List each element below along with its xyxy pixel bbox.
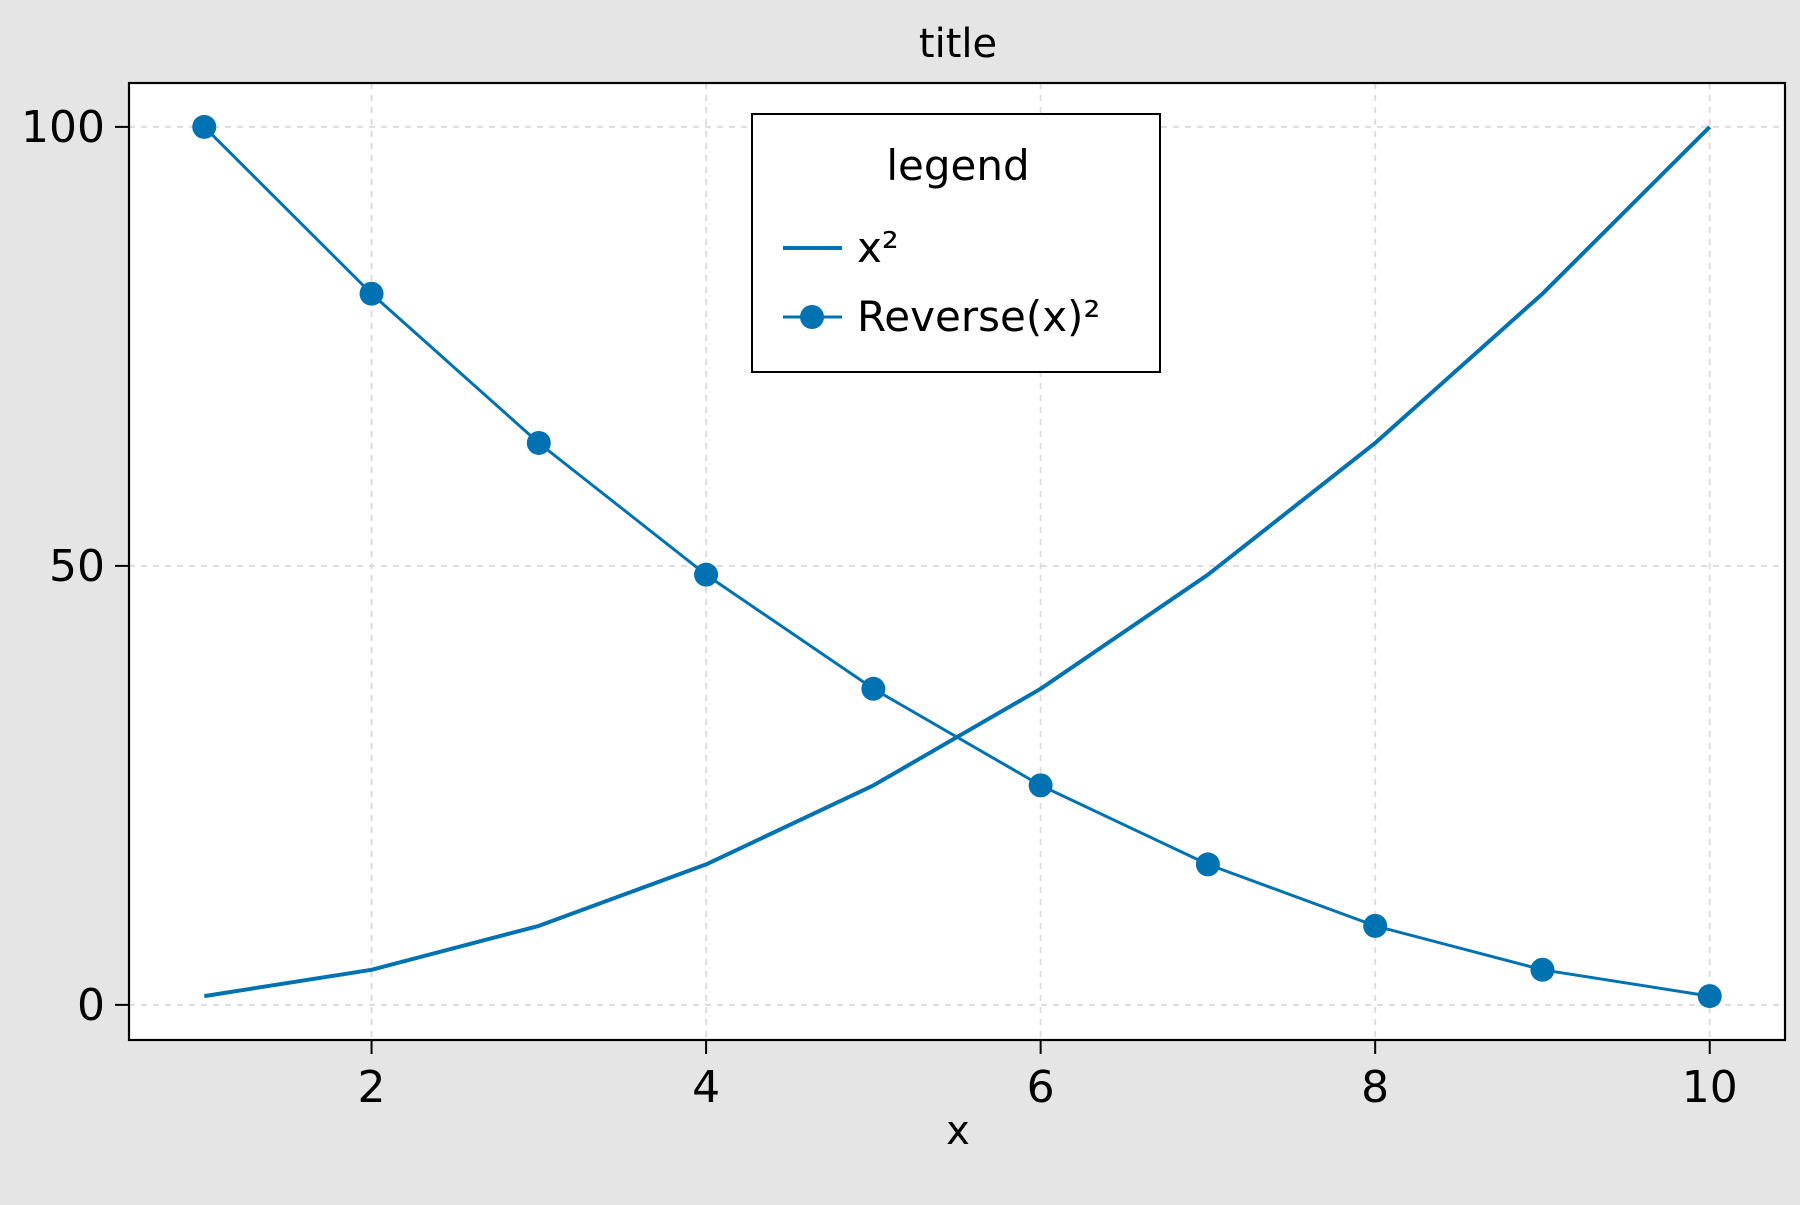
chart-title: title [919, 21, 997, 67]
data-point[interactable] [1028, 773, 1053, 798]
series-line [203, 125, 1710, 998]
data-point[interactable] [694, 562, 719, 587]
y-tick-label: 100 [21, 102, 105, 153]
x-tick-label: 10 [1682, 1062, 1738, 1113]
data-point[interactable] [861, 676, 886, 701]
series-layer [192, 114, 1722, 1009]
x-axis-label: x [946, 1108, 970, 1154]
legend-label: Reverse(x)² [857, 292, 1100, 341]
legend-swatch-marker [800, 305, 824, 329]
legend-entry-x-squared[interactable]: x² [783, 223, 899, 272]
y-tick-label: 50 [49, 541, 105, 592]
legend: legend x² Reverse(x)² [751, 113, 1161, 373]
data-point[interactable] [1530, 957, 1555, 982]
plot-frame [127, 81, 1787, 1042]
data-point[interactable] [192, 114, 217, 139]
data-point[interactable] [1195, 852, 1220, 877]
x-tick-label: 4 [692, 1062, 720, 1113]
data-point[interactable] [1697, 984, 1722, 1009]
x-tick-label: 6 [1027, 1062, 1055, 1113]
legend-title: legend [886, 141, 1029, 190]
x-tick-label: 2 [358, 1062, 386, 1113]
data-point[interactable] [1363, 913, 1388, 938]
legend-label: x² [857, 223, 899, 272]
x-tick-label: 8 [1361, 1062, 1389, 1113]
series-reverse-x-squared [192, 114, 1722, 1009]
y-tick-label: 0 [77, 980, 105, 1031]
legend-entry-reverse-x-squared[interactable]: Reverse(x)² [783, 292, 1100, 341]
legend-box [751, 113, 1161, 373]
data-point[interactable] [359, 281, 384, 306]
data-point[interactable] [526, 430, 551, 455]
